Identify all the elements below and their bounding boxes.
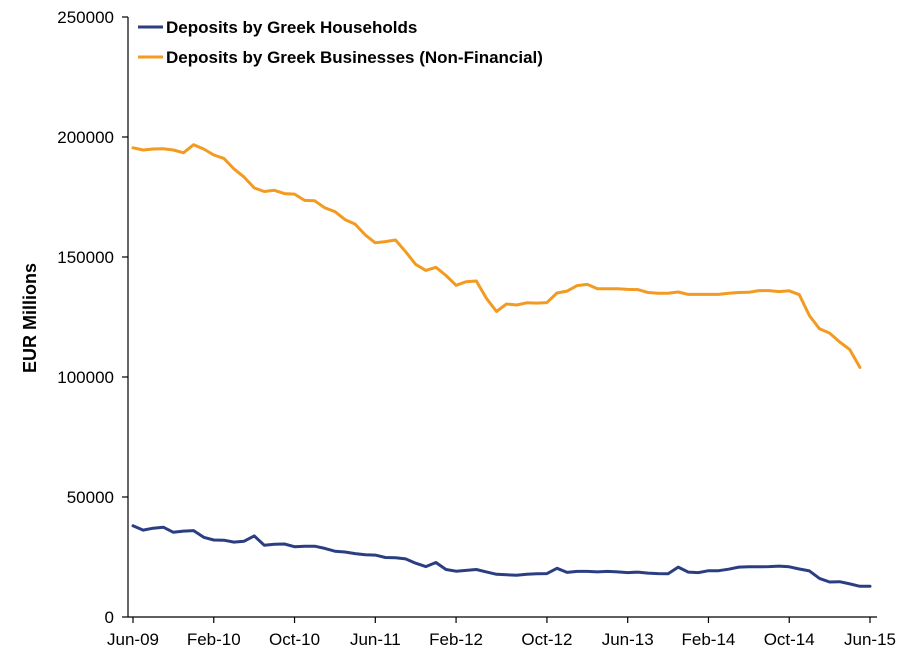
x-tick-label: Oct-12 [521, 630, 572, 649]
x-tick-label: Feb-12 [429, 630, 483, 649]
legend-label: Deposits by Greek Businesses (Non-Financ… [166, 48, 543, 67]
y-tick-label: 50000 [67, 488, 114, 507]
x-tick-label: Jun-13 [602, 630, 654, 649]
y-tick-label: 100000 [57, 368, 114, 387]
x-tick-label: Oct-14 [764, 630, 815, 649]
series-layer [131, 143, 872, 588]
x-tick-label: Feb-10 [187, 630, 241, 649]
y-axis: 0 50000 100000 150000 200000 250000 [57, 8, 129, 627]
y-tick-label: 200000 [57, 128, 114, 147]
series-line-households [131, 524, 872, 588]
x-axis: Jun-09 Feb-10 Oct-10 Jun-11 Feb-12 Oct-12 Jun-… [107, 616, 896, 649]
y-tick-label: 0 [105, 608, 114, 627]
x-tick-label: Jun-15 [844, 630, 896, 649]
x-tick-label: Jun-11 [350, 630, 401, 649]
series-line-businesses [131, 143, 862, 369]
y-axis-label: EUR Millions [20, 263, 40, 373]
x-tick-label: Feb-14 [682, 630, 736, 649]
legend: Deposits by Greek Households Deposits by … [138, 18, 543, 67]
x-tick-label: Jun-09 [107, 630, 159, 649]
y-tick-label: 250000 [57, 8, 114, 27]
x-tick-label: Oct-10 [269, 630, 320, 649]
y-tick-label: 150000 [57, 248, 114, 267]
legend-label: Deposits by Greek Households [166, 18, 417, 37]
